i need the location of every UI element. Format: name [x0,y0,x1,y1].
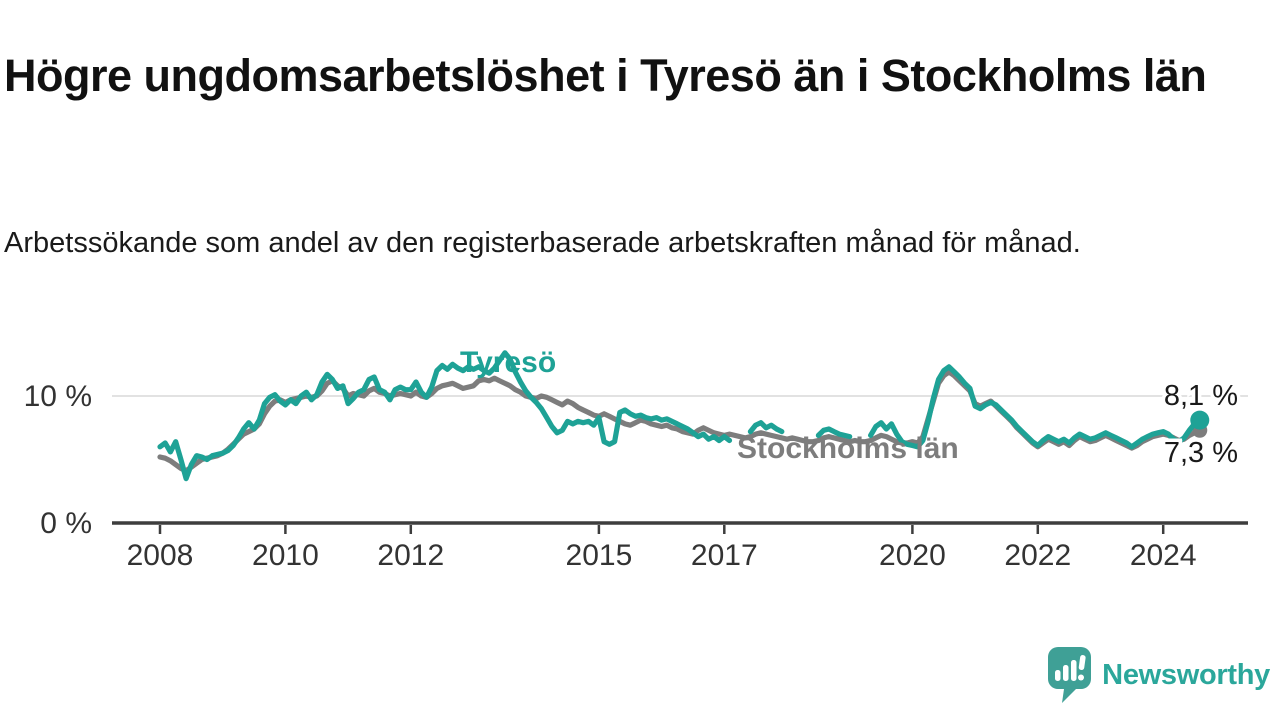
line-chart: Tyresö Stockholms län 8,1 % 7,3 % 2008 2010 20… [24,346,1248,572]
x-tick-label-2017: 2017 [691,539,758,572]
series-label-stockholms-l-n: Stockholms län [737,432,959,465]
x-tick-label-2008: 2008 [127,539,194,572]
end-value-label-tyres-: 8,1 % [1164,380,1238,412]
series-line-tyres- [747,420,785,435]
end-value-label-stockholms-l-n: 7,3 % [1164,437,1238,469]
x-tick-label-2020: 2020 [879,539,946,572]
series-line-tyres- [157,350,733,482]
newsworthy-logo-icon [1048,647,1092,703]
x-tick-label-2022: 2022 [1004,539,1071,572]
series-line-tyres- [867,364,1203,450]
x-tick-label-2015: 2015 [566,539,633,572]
x-tick-label-2012: 2012 [377,539,444,572]
y-tick-label-0: 0 % [40,507,92,540]
y-tick-label-10: 10 % [24,380,92,413]
x-tick-label-2010: 2010 [252,539,319,572]
end-dot-tyres- [1190,410,1210,430]
chart-area: Tyresö Stockholms län 8,1 % 7,3 % 2008 2010 20… [0,330,1280,600]
page-subtitle: Arbetssökande som andel av den registerb… [4,227,1081,259]
brand-name: Newsworthy [1102,658,1270,691]
series-line-stockholms-l-n [157,369,1203,474]
series-line-tyres- [815,426,853,440]
x-tick-label-2024: 2024 [1130,539,1197,572]
brand-footer: Newsworthy [1047,646,1270,704]
series-label-tyres-: Tyresö [460,346,556,379]
page-title: Högre ungdomsarbetslöshet i Tyresö än i … [4,50,1207,102]
